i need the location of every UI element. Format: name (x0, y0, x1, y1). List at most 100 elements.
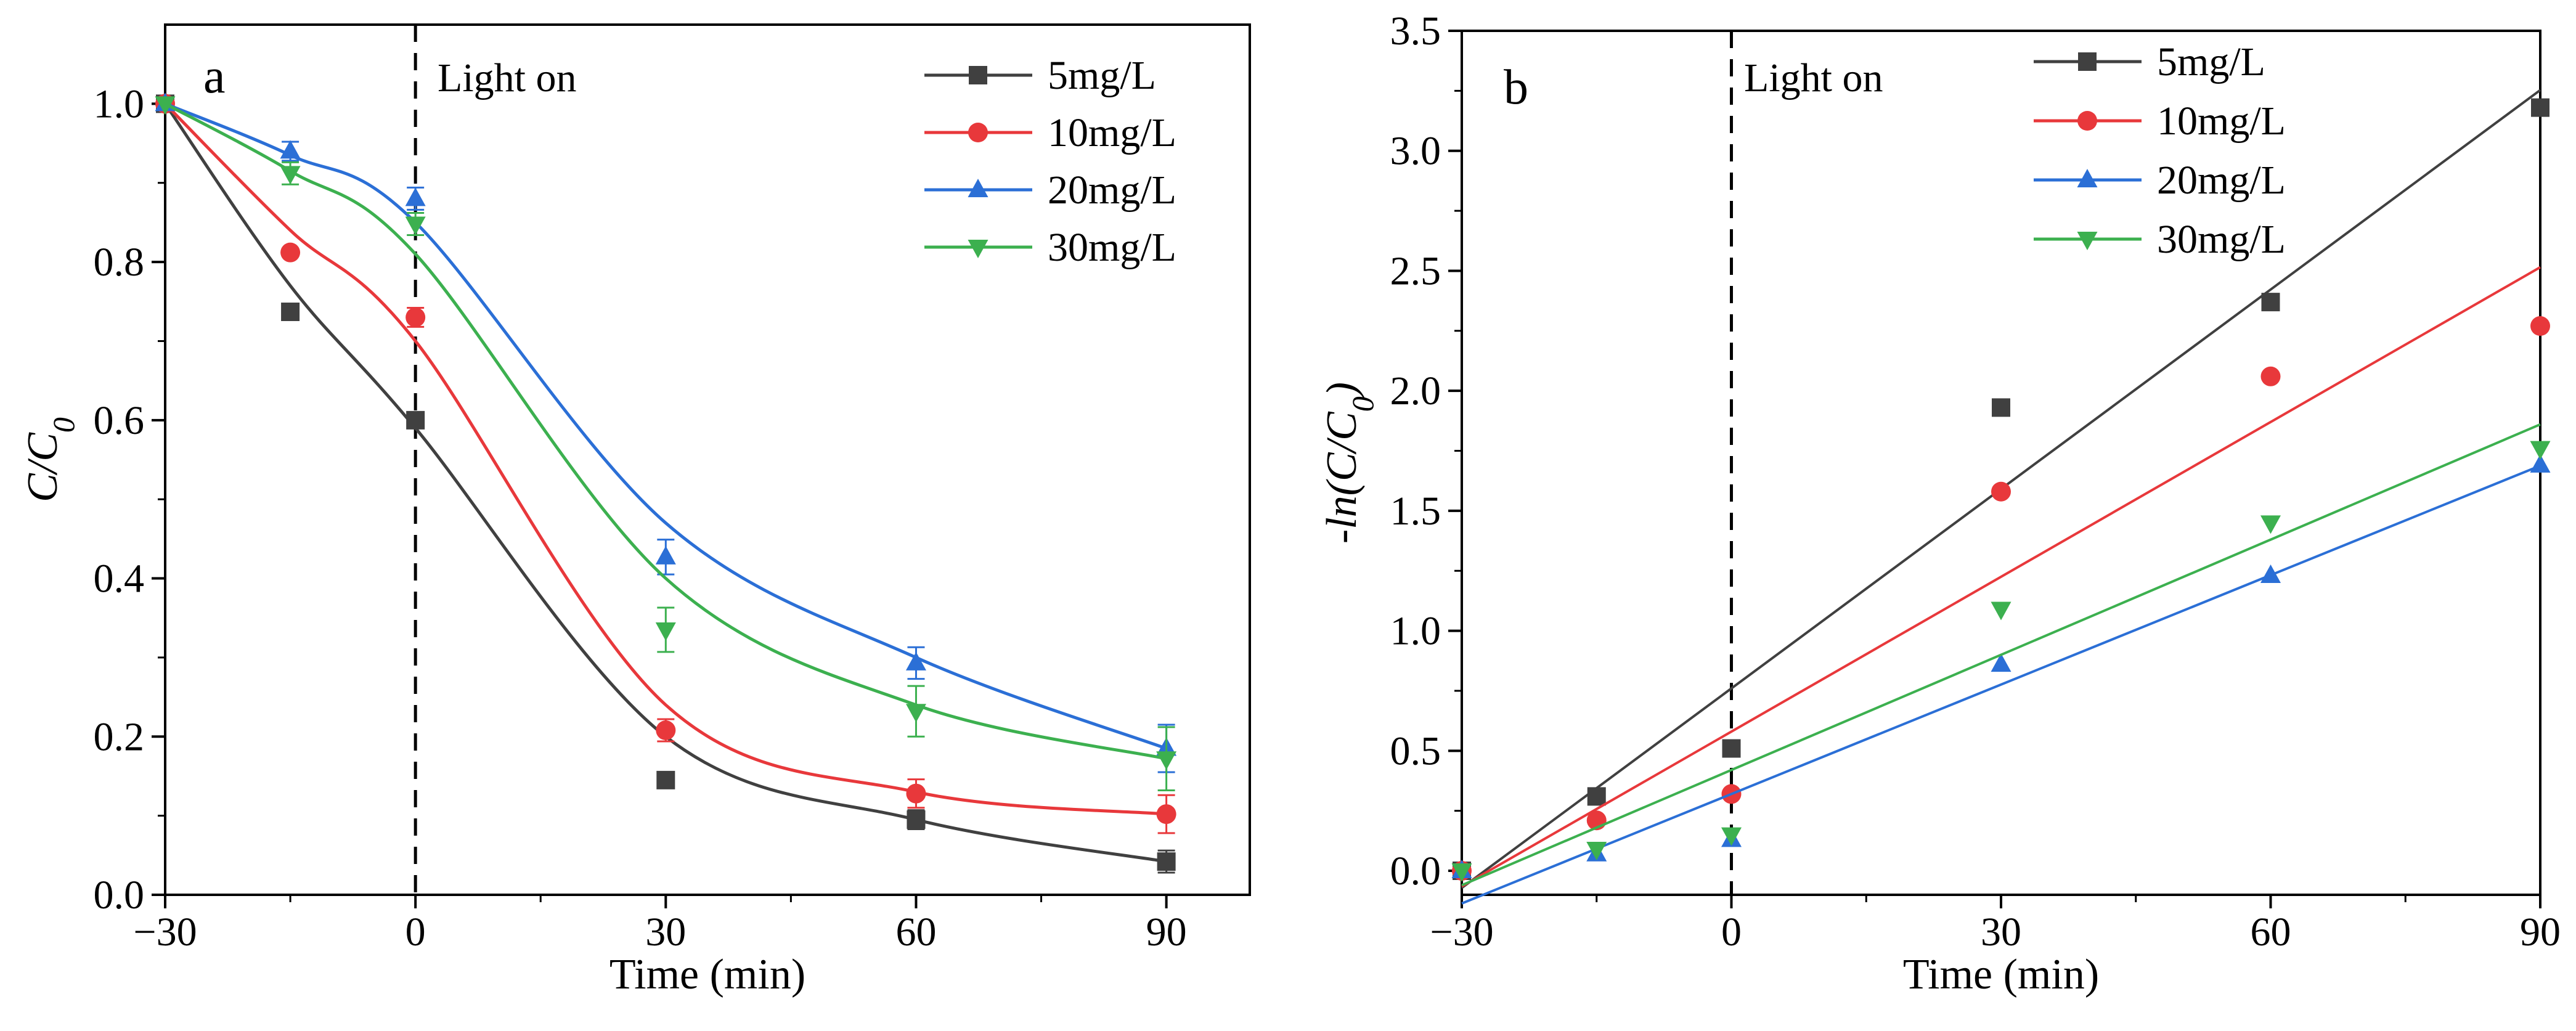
legend-label: 5mg/L (2157, 39, 2265, 84)
y-axis-title-part: 0 (1345, 396, 1380, 412)
data-point (281, 302, 300, 321)
legend-entry: 5mg/L (2034, 39, 2265, 84)
legend-entry: 30mg/L (2034, 217, 2286, 262)
data-point (280, 166, 301, 185)
fit-line (1461, 423, 2541, 887)
y-tick-label: 3.5 (1390, 9, 1441, 54)
data-point (1721, 827, 1742, 846)
data-point (280, 242, 301, 263)
y-tick-label: 0.4 (94, 556, 145, 601)
legend-label: 5mg/L (1048, 53, 1156, 98)
series-5mg-l (156, 94, 1176, 874)
data-point (906, 783, 926, 804)
series-20mg-l (155, 92, 1177, 773)
data-point (1156, 804, 1176, 825)
y-tick-label: 0.5 (1390, 728, 1441, 773)
y-axis-title-part: -ln(C/C (1318, 411, 1366, 544)
data-point (655, 545, 676, 564)
legend-marker (2077, 169, 2098, 187)
data-point (2531, 98, 2550, 117)
fit-line (1461, 266, 2541, 888)
legend-marker (969, 66, 987, 84)
y-tick-label: 0.2 (94, 714, 145, 759)
legend-marker (2077, 232, 2098, 250)
data-point (1991, 481, 2011, 502)
data-point (1991, 601, 2011, 621)
x-tick-label: 60 (895, 910, 936, 955)
x-tick-label: −30 (1430, 910, 1493, 955)
legend-label: 20mg/L (2157, 158, 2286, 203)
light-on-annotation: Light on (1744, 55, 1883, 100)
data-point (1156, 751, 1177, 770)
data-point (2530, 441, 2551, 460)
y-tick-label: 2.0 (1390, 369, 1441, 414)
x-axis-title: Time (min) (609, 951, 805, 998)
data-point (2261, 293, 2280, 312)
x-tick-label: −30 (133, 910, 197, 955)
series-10mg-l (155, 94, 1176, 834)
legend-label: 30mg/L (2157, 217, 2286, 262)
y-axis-title: C/C0 (19, 417, 81, 502)
data-point (405, 187, 426, 206)
data-point (406, 307, 426, 327)
data-point (405, 216, 426, 235)
series-20mg-l (1451, 454, 2551, 905)
data-point (406, 410, 425, 430)
data-point (905, 651, 926, 670)
x-tick-label: 90 (1146, 910, 1187, 955)
y-axis-title-part: ) (1318, 382, 1366, 399)
legend-marker (2077, 111, 2097, 131)
fit-line (1461, 464, 2541, 905)
data-point (1992, 398, 2010, 417)
data-point (280, 140, 301, 159)
data-point (1586, 842, 1607, 861)
data-point (1157, 852, 1176, 871)
series-10mg-l (1452, 266, 2550, 888)
data-point (656, 720, 676, 741)
legend-marker (2078, 52, 2097, 71)
data-point (155, 96, 176, 115)
y-tick-label: 3.0 (1390, 129, 1441, 174)
y-tick-label: 0.8 (94, 240, 145, 285)
legend-label: 10mg/L (2157, 99, 2286, 144)
panel-b-kinetics-chart: −30 0 30 60 90 0.0 0.5 1.0 1.5 2.0 2.5 3.0 3.5 Time (… (1318, 9, 2561, 998)
legend-marker (968, 123, 988, 142)
data-point (2260, 564, 2281, 584)
y-tick-label: 0.6 (94, 398, 145, 443)
legend-entry: 30mg/L (924, 225, 1176, 270)
series-30mg-l (155, 96, 1177, 792)
y-tick-label: 1.0 (94, 81, 145, 126)
x-tick-label: 0 (1721, 910, 1742, 955)
legend-entry: 5mg/L (924, 53, 1156, 98)
data-point (1722, 739, 1741, 758)
series-30mg-l (1451, 423, 2551, 887)
x-axis-title: Time (min) (1903, 951, 2099, 998)
panel-a-degradation-chart: −30 0 30 60 90 0.0 0.2 0.4 0.6 0.8 1.0 Time (min) C/… (19, 23, 1251, 998)
data-point (1451, 863, 1472, 882)
data-point (655, 622, 676, 641)
data-point (905, 704, 926, 723)
light-on-annotation: Light on (438, 55, 577, 100)
legend-label: 20mg/L (1048, 168, 1176, 213)
y-tick-label: 2.5 (1390, 248, 1441, 293)
legend-entry: 20mg/L (2034, 158, 2286, 203)
data-point (2530, 316, 2550, 336)
y-tick-label: 0.0 (94, 873, 145, 918)
y-tick-label: 0.0 (1390, 849, 1441, 894)
legend-marker (968, 240, 988, 258)
data-point (1991, 653, 2011, 672)
x-tick-label: 90 (2520, 910, 2561, 955)
x-tick-label: 30 (645, 910, 686, 955)
legend-entry: 10mg/L (924, 110, 1176, 155)
series-curve (164, 102, 1167, 816)
data-point (907, 810, 926, 829)
y-tick-label: 1.5 (1390, 489, 1441, 534)
y-axis-title: -ln(C/C0) (1318, 382, 1380, 544)
legend-entry: 20mg/L (924, 168, 1176, 213)
x-tick-label: 0 (406, 910, 426, 955)
x-tick-label: 60 (2251, 910, 2291, 955)
data-point (2260, 515, 2281, 534)
panel-letter: a (203, 49, 226, 104)
data-point (1587, 787, 1606, 806)
panel-letter: b (1504, 60, 1528, 115)
